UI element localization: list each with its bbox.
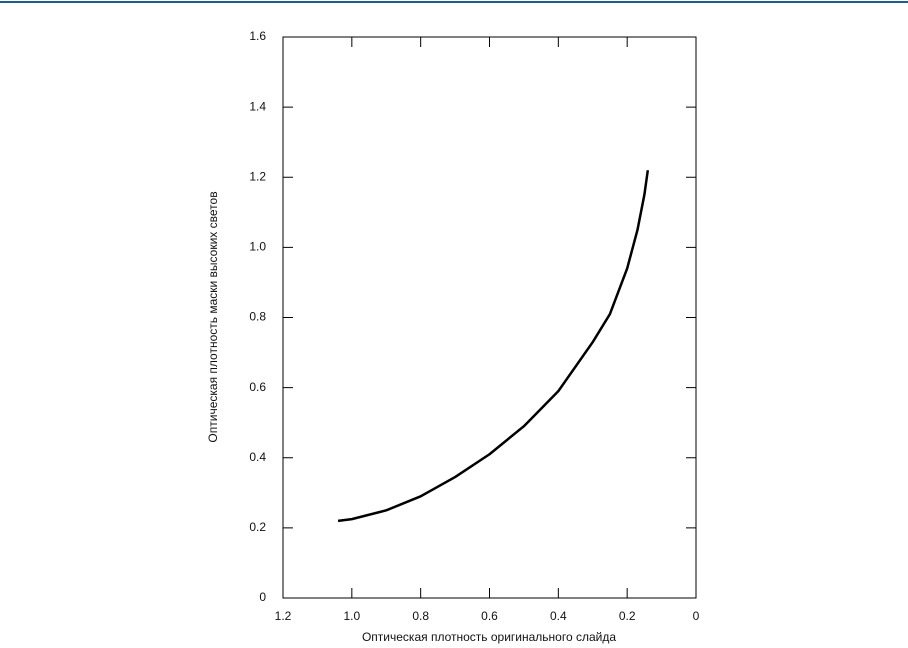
x-tick-label: 0.8 xyxy=(412,609,429,623)
y-tick-label: 1.2 xyxy=(249,169,266,183)
plot-frame xyxy=(282,36,697,599)
y-tick-label: 1.6 xyxy=(249,29,266,43)
x-tick-label: 0.2 xyxy=(619,609,636,623)
data-line xyxy=(337,170,650,523)
y-tick-label: 0.4 xyxy=(249,450,266,464)
x-tick-label: 1.0 xyxy=(343,609,360,623)
x-tick-label: 0 xyxy=(693,609,700,623)
y-axis-title: Оптическая плотность маски высоких свето… xyxy=(206,191,220,442)
y-tick-label: 1.0 xyxy=(249,240,266,254)
y-tick-label: 0 xyxy=(259,590,266,604)
y-tick-label: 0.2 xyxy=(249,520,266,534)
y-tick-label: 0.8 xyxy=(249,310,266,324)
x-tick-label: 1.2 xyxy=(275,609,292,623)
y-tick-label: 0.6 xyxy=(249,380,266,394)
x-axis-title: Оптическая плотность оригинального слайд… xyxy=(362,630,616,644)
y-tick-label: 1.4 xyxy=(249,99,266,113)
x-tick-label: 0.6 xyxy=(481,609,498,623)
x-tick-label: 0.4 xyxy=(550,609,567,623)
